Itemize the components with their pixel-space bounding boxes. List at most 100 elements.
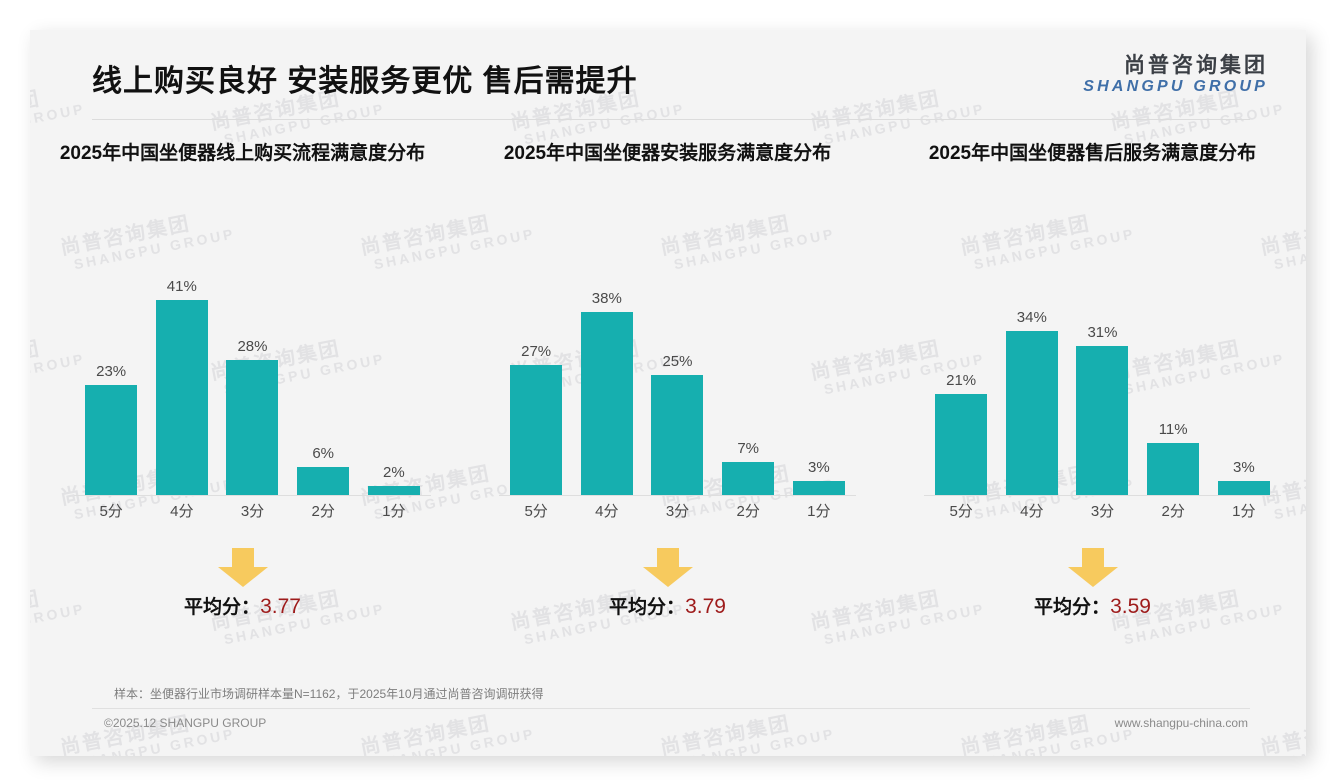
category-label: 1分: [382, 503, 406, 520]
bar-slot: 7%: [715, 278, 781, 496]
average-score-text: 平均分：3.59: [880, 592, 1305, 619]
average-score-value: 3.59: [1110, 595, 1151, 618]
category-label: 2分: [1161, 503, 1185, 520]
chart-title: 2025年中国坐便器安装服务满意度分布: [503, 143, 832, 164]
category-label: 2分: [311, 503, 335, 520]
bar-value-label: 38%: [591, 289, 622, 307]
slide-footer: ©2025.12 SHANGPU GROUP www.shangpu-china…: [30, 716, 1306, 746]
average-annotation: 平均分：3.79: [455, 548, 880, 634]
bar[interactable]: [510, 365, 563, 496]
footer-divider: [92, 708, 1250, 709]
category-label: 1分: [807, 503, 831, 520]
x-axis-line: [924, 495, 1281, 496]
average-score-text: 平均分：3.77: [30, 592, 455, 619]
bar[interactable]: [85, 384, 138, 496]
plot-area: 21% 34% 31% 11% 3% 5分 4分 3分 2分 1分: [880, 266, 1305, 526]
average-annotation: 平均分：3.77: [30, 548, 455, 634]
average-score-value: 3.79: [685, 595, 726, 618]
bar-slot: 25%: [644, 278, 710, 496]
bar-slot: 31%: [1069, 278, 1135, 496]
bar[interactable]: [935, 394, 988, 496]
chart-title: 2025年中国坐便器线上购买流程满意度分布: [59, 143, 426, 164]
bar-slot: 27%: [503, 278, 569, 496]
category-label: 1分: [1232, 503, 1256, 520]
bar-slot: 6%: [290, 278, 356, 496]
bar[interactable]: [155, 300, 208, 496]
charts-row: 2025年中国坐便器线上购买流程满意度分布 23% 41% 28% 6% 2% 5分 4分 3分…: [30, 140, 1306, 634]
average-annotation: 平均分：3.59: [880, 548, 1305, 634]
bar[interactable]: [297, 466, 350, 496]
x-axis-line: [74, 495, 431, 496]
x-axis-line: [499, 495, 856, 496]
bar-slot: 3%: [1211, 278, 1277, 496]
bar-slot: 28%: [219, 278, 285, 496]
logo-english-text: SHANGPU GROUP: [1083, 78, 1268, 96]
bar-slot: 3%: [786, 278, 852, 496]
category-label: 4分: [1020, 503, 1044, 520]
bar-value-label: 11%: [1158, 420, 1188, 438]
category-labels: 5分 4分 3分 2分 1分: [503, 500, 852, 526]
bar-slot: 23%: [78, 278, 144, 496]
average-score-text: 平均分：3.79: [455, 592, 880, 619]
category-label: 4分: [595, 503, 619, 520]
bar[interactable]: [580, 311, 633, 496]
bar-group: 21% 34% 31% 11% 3%: [928, 278, 1277, 496]
average-score-value: 3.77: [260, 595, 301, 618]
bar[interactable]: [651, 374, 704, 496]
down-arrow-icon: [1065, 548, 1121, 588]
bar[interactable]: [722, 462, 775, 496]
bar-value-label: 7%: [737, 440, 759, 458]
bar-slot: 38%: [574, 278, 640, 496]
category-label: 2分: [736, 503, 760, 520]
bar[interactable]: [1217, 481, 1270, 496]
bar-value-label: 34%: [1016, 309, 1047, 327]
category-labels: 5分 4分 3分 2分 1分: [78, 500, 427, 526]
website-text: www.shangpu-china.com: [1114, 716, 1248, 730]
bar-value-label: 27%: [521, 343, 552, 361]
average-score-label: 平均分：: [184, 597, 261, 618]
bar-slot: 34%: [999, 278, 1065, 496]
plot-area: 27% 38% 25% 7% 3% 5分 4分 3分 2分 1分: [455, 266, 880, 526]
header-divider: [92, 119, 1250, 120]
average-score-label: 平均分：: [609, 597, 686, 618]
bar[interactable]: [792, 481, 845, 496]
bar-value-label: 23%: [96, 362, 127, 380]
category-label: 5分: [99, 503, 123, 520]
bar-value-label: 2%: [382, 464, 405, 482]
bar[interactable]: [1076, 345, 1129, 496]
bar-group: 23% 41% 28% 6% 2%: [78, 278, 427, 496]
category-label: 4分: [170, 503, 194, 520]
bar-group: 27% 38% 25% 7% 3%: [503, 278, 852, 496]
chart-title: 2025年中国坐便器售后服务满意度分布: [928, 143, 1257, 164]
chart-panel-2: 2025年中国坐便器安装服务满意度分布 27% 38% 25% 7% 3% 5分 4分 3分 2分…: [455, 140, 880, 634]
category-label: 3分: [1090, 503, 1115, 520]
bar-value-label: 3%: [807, 459, 830, 477]
bar-value-label: 21%: [946, 372, 977, 390]
company-logo: 尚普咨询集团 SHANGPU GROUP: [1083, 54, 1268, 96]
category-label: 3分: [665, 503, 690, 520]
bar-slot: 2%: [361, 278, 427, 496]
category-label: 5分: [524, 503, 548, 520]
bar-value-label: 41%: [166, 278, 197, 295]
bar-value-label: 3%: [1232, 459, 1255, 477]
bar[interactable]: [1005, 331, 1058, 496]
bar[interactable]: [1147, 442, 1200, 496]
plot-area: 23% 41% 28% 6% 2% 5分 4分 3分 2分 1分: [30, 266, 455, 526]
page-title: 线上购买良好 安装服务更优 售后需提升: [92, 65, 638, 98]
down-arrow-icon: [215, 548, 271, 588]
chart-panel-3: 2025年中国坐便器售后服务满意度分布 21% 34% 31% 11% 3% 5分 4分 3分 2…: [880, 140, 1305, 634]
category-labels: 5分 4分 3分 2分 1分: [928, 500, 1277, 526]
chart-panel-1: 2025年中国坐便器线上购买流程满意度分布 23% 41% 28% 6% 2% 5分 4分 3分…: [30, 140, 455, 634]
bar-value-label: 6%: [312, 444, 334, 462]
bar-slot: 21%: [928, 278, 994, 496]
bar-slot: 41%: [149, 278, 215, 496]
bar-value-label: 25%: [662, 352, 693, 370]
bar[interactable]: [226, 360, 279, 496]
sample-footnote: 样本：坐便器行业市场调研样本量N=1162，于2025年10月通过尚普咨询调研获…: [114, 687, 544, 701]
slide-header: 线上购买良好 安装服务更优 售后需提升 尚普咨询集团 SHANGPU GROUP: [30, 30, 1306, 120]
bar-value-label: 28%: [237, 338, 268, 356]
average-score-label: 平均分：: [1034, 597, 1111, 618]
bar-value-label: 31%: [1087, 323, 1118, 341]
bar[interactable]: [367, 486, 420, 496]
